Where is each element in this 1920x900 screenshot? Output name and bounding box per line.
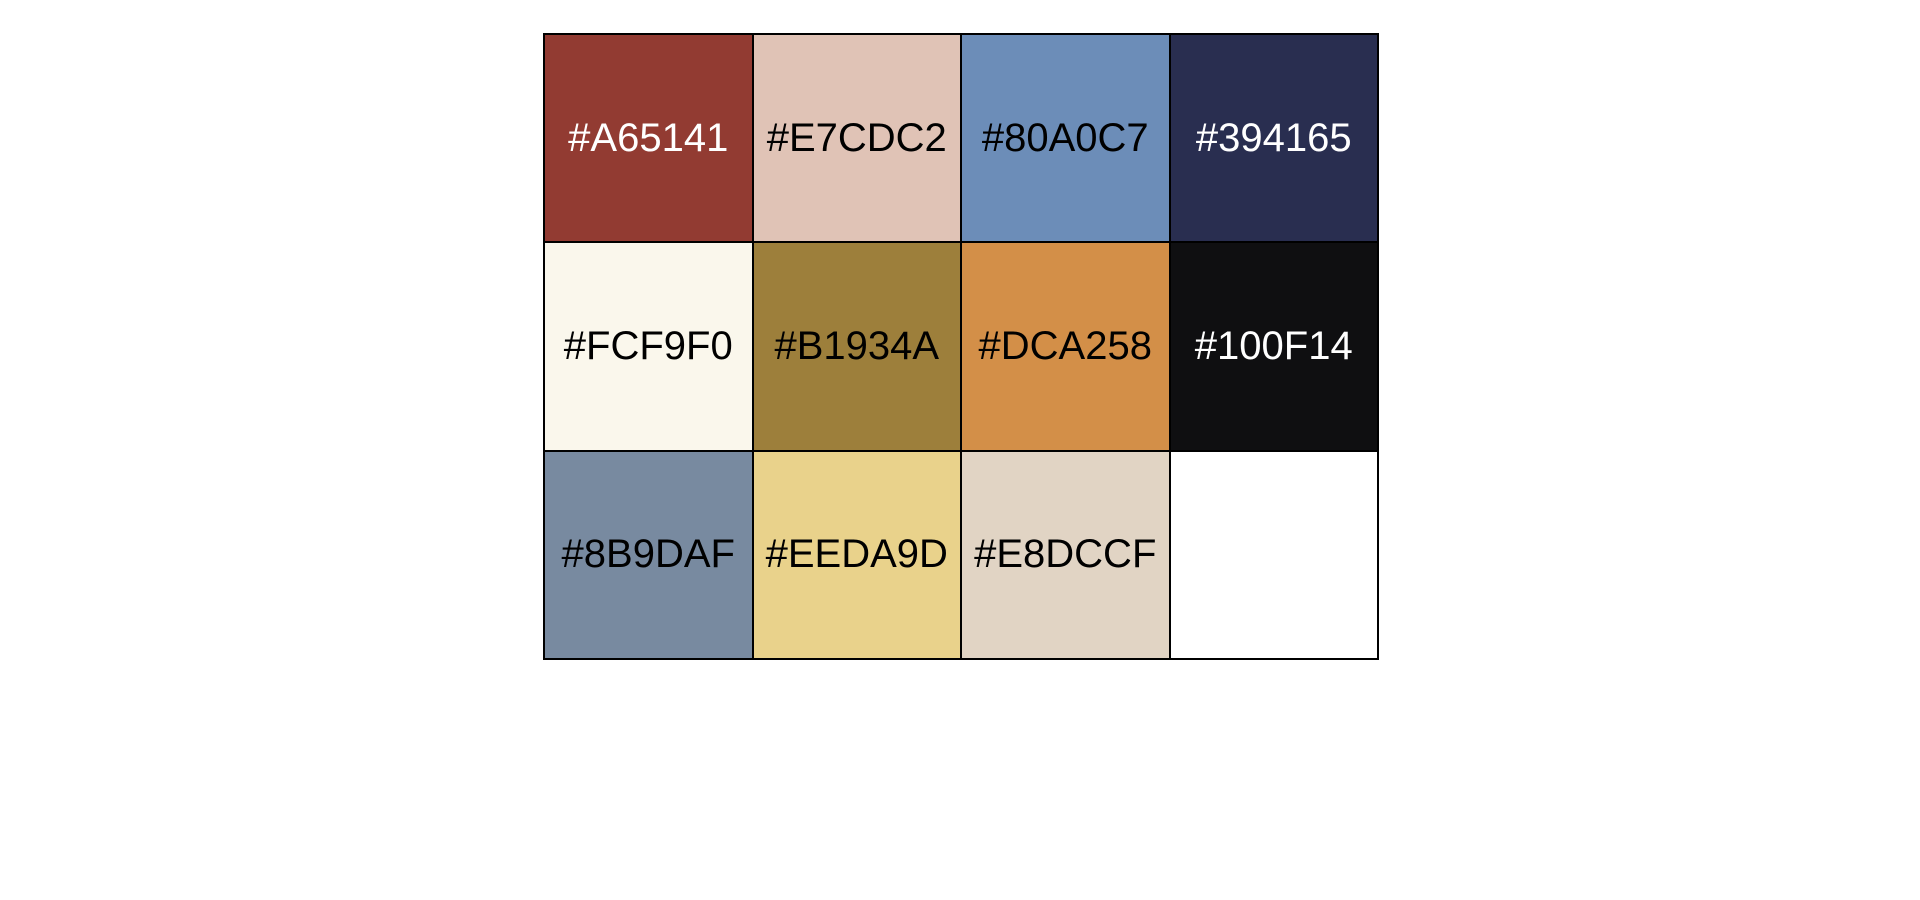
color-swatch: #A65141 (545, 35, 754, 244)
color-swatch: #394165 (1170, 35, 1379, 244)
empty-swatch (1170, 451, 1379, 660)
color-palette-grid: #A65141 #E7CDC2 #80A0C7 #394165 #FCF9F0 … (543, 33, 1379, 660)
color-swatch: #80A0C7 (962, 35, 1171, 244)
color-swatch: #DCA258 (962, 243, 1171, 452)
color-swatch: #B1934A (753, 243, 962, 452)
color-swatch: #100F14 (1170, 243, 1379, 452)
color-swatch: #E7CDC2 (753, 35, 962, 244)
color-swatch: #E8DCCF (962, 451, 1171, 660)
color-swatch: #FCF9F0 (545, 243, 754, 452)
color-swatch: #8B9DAF (545, 451, 754, 660)
color-swatch: #EEDA9D (753, 451, 962, 660)
